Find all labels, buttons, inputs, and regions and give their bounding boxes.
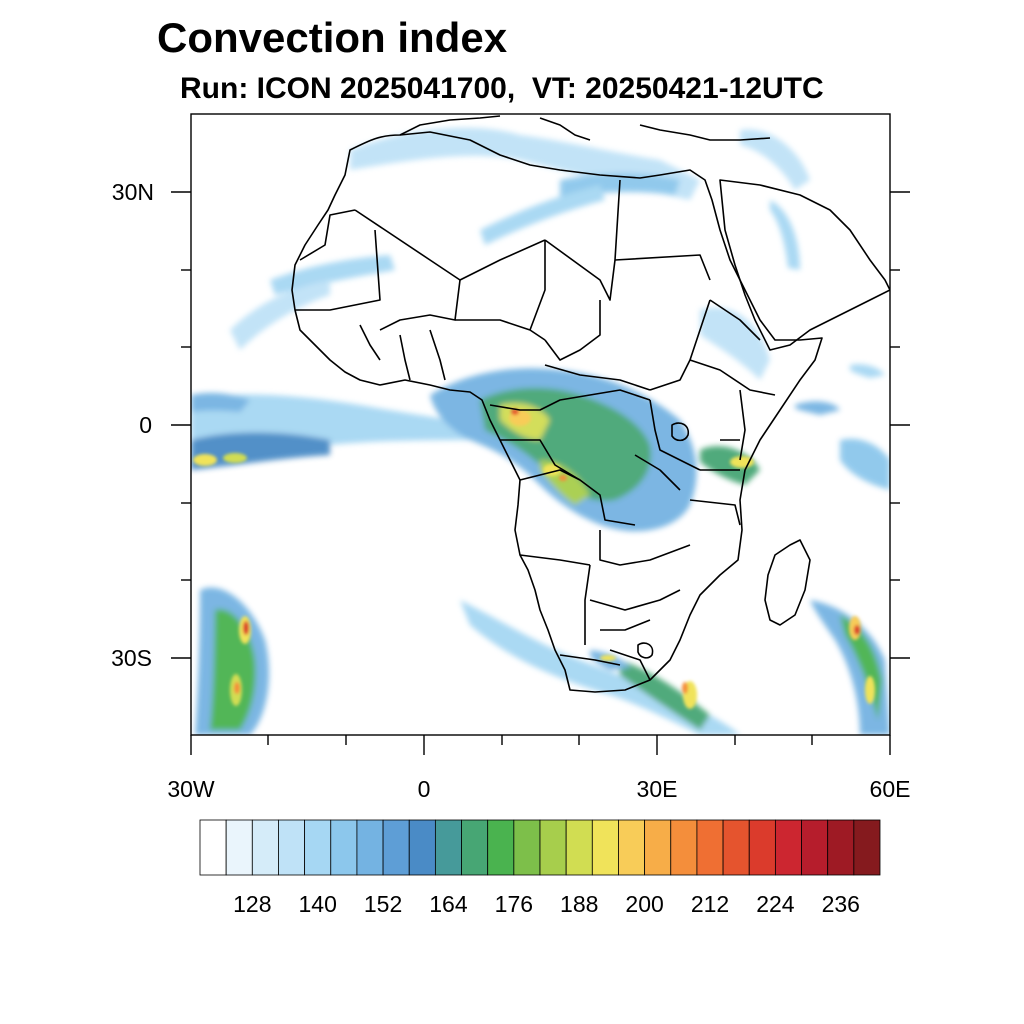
colorbar-swatch <box>696 819 724 876</box>
colorbar-swatch <box>591 819 619 876</box>
colorbar-label: 224 <box>756 891 795 917</box>
colorbar-swatch <box>774 819 802 876</box>
lat-label-30s: 30S <box>111 645 152 671</box>
colorbar-swatch <box>539 819 567 876</box>
colorbar-swatch <box>618 819 646 876</box>
colorbar-label: 176 <box>495 891 533 917</box>
colorbar-swatch <box>748 819 776 876</box>
lon-label-30w: 30W <box>167 776 215 802</box>
colorbar-label: 200 <box>625 891 663 917</box>
colorbar-swatch <box>801 819 829 876</box>
colorbar-swatch <box>513 819 541 876</box>
colorbar-labels: 128 140 152 164 176 188 200 212 224 236 <box>233 891 860 917</box>
colorbar-swatch <box>408 819 436 876</box>
colorbar-swatch <box>487 819 515 876</box>
colorbar-swatch <box>434 819 462 876</box>
colorbar-swatch <box>251 819 279 876</box>
coastlines-borders <box>291 115 890 693</box>
colorbar-swatch <box>330 819 358 876</box>
colorbar-label: 140 <box>299 891 337 917</box>
colorbar-label: 164 <box>429 891 468 917</box>
colorbar-label: 188 <box>560 891 598 917</box>
colorbar-swatch <box>565 819 593 876</box>
colorbar <box>199 819 881 876</box>
colorbar-label: 212 <box>691 891 729 917</box>
colorbar-swatch <box>225 819 253 876</box>
map-title: Convection index <box>157 14 508 61</box>
colorbar-swatch <box>199 819 227 876</box>
lon-label-0: 0 <box>418 776 431 802</box>
colorbar-label: 152 <box>364 891 402 917</box>
colorbar-label: 236 <box>822 891 860 917</box>
map-subtitle: Run: ICON 2025041700, VT: 20250421-12UTC <box>180 72 824 105</box>
colorbar-label: 128 <box>233 891 271 917</box>
colorbar-swatch <box>670 819 698 876</box>
colorbar-swatch <box>827 819 855 876</box>
colorbar-swatch <box>853 819 881 876</box>
colorbar-swatch <box>722 819 750 876</box>
colorbar-swatch <box>356 819 384 876</box>
axis-ticks <box>171 191 910 755</box>
colorbar-swatch <box>304 819 332 876</box>
lat-label-30n: 30N <box>112 179 154 205</box>
convection-shading <box>191 127 890 735</box>
lon-label-30e: 30E <box>637 776 678 802</box>
colorbar-swatch <box>644 819 672 876</box>
colorbar-swatch <box>278 819 306 876</box>
colorbar-swatch <box>461 819 489 876</box>
colorbar-swatch <box>382 819 410 876</box>
lat-label-0: 0 <box>139 412 152 438</box>
lon-label-60e: 60E <box>870 776 911 802</box>
